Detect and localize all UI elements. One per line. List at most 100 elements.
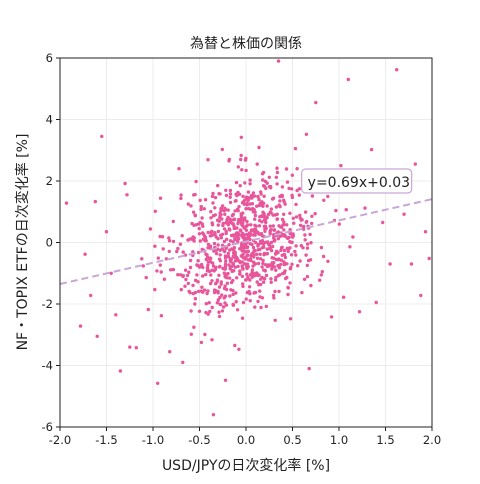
data-point (252, 255, 256, 259)
data-point (178, 242, 183, 246)
data-point (224, 229, 228, 234)
data-point (214, 251, 219, 256)
data-point (254, 241, 258, 245)
data-point (200, 216, 204, 220)
data-point (279, 258, 284, 262)
data-point (261, 261, 265, 266)
data-point (162, 277, 167, 281)
data-point (192, 325, 196, 329)
data-point (216, 298, 220, 302)
y-axis-ticks: -6 -4 -2 0 2 4 6 (42, 51, 60, 434)
data-point (201, 224, 205, 228)
data-point (294, 253, 298, 257)
data-point (196, 222, 201, 226)
data-point (278, 273, 282, 277)
data-point (271, 224, 275, 228)
data-point (220, 217, 224, 221)
data-point (231, 247, 236, 252)
data-point (346, 77, 350, 82)
data-point (223, 262, 228, 267)
data-point (226, 254, 231, 259)
data-point (294, 202, 298, 207)
data-point (228, 248, 232, 252)
data-point (242, 262, 247, 266)
data-point (128, 345, 132, 349)
data-point (273, 289, 277, 294)
data-point (199, 289, 204, 293)
data-point (248, 207, 253, 211)
data-point (285, 223, 289, 227)
data-point (427, 256, 431, 261)
data-point (202, 207, 206, 211)
data-point (276, 264, 280, 268)
data-point (222, 227, 227, 231)
data-point (177, 167, 181, 171)
data-point (240, 234, 244, 238)
data-point (244, 228, 249, 232)
data-point (278, 234, 282, 239)
data-point (281, 234, 285, 238)
data-point (196, 263, 200, 268)
data-point (292, 221, 296, 225)
data-point (282, 271, 287, 275)
data-point (171, 267, 176, 272)
data-point (290, 234, 295, 239)
data-point (193, 192, 197, 197)
data-point (257, 218, 262, 223)
data-point (304, 253, 308, 257)
data-point (271, 213, 275, 217)
data-point (228, 294, 232, 298)
data-point (290, 262, 294, 266)
data-point (248, 273, 253, 277)
data-point (257, 203, 262, 208)
data-point (241, 249, 245, 253)
data-point (219, 236, 224, 240)
data-point (253, 217, 257, 221)
data-point (93, 199, 98, 204)
data-point (217, 314, 222, 319)
data-point (303, 233, 307, 237)
data-point (153, 244, 157, 248)
data-point (275, 170, 280, 175)
data-point (156, 381, 160, 385)
x-tick-label: 2.0 (423, 433, 441, 447)
data-point (203, 332, 207, 337)
data-point (263, 220, 268, 224)
data-point (190, 237, 194, 241)
data-point (230, 221, 234, 226)
data-point (240, 316, 245, 320)
data-point (204, 302, 208, 306)
data-point (284, 276, 288, 281)
data-point (339, 163, 343, 168)
data-point (288, 211, 292, 215)
data-point (208, 309, 212, 314)
data-point (219, 207, 223, 211)
data-point (308, 232, 312, 237)
data-point (245, 203, 249, 207)
data-point (313, 212, 317, 216)
data-point (233, 254, 238, 258)
data-point (307, 366, 311, 371)
data-point (164, 257, 169, 261)
data-point (231, 303, 236, 307)
data-point (220, 309, 225, 313)
data-point (310, 194, 315, 198)
data-point (238, 271, 242, 276)
data-point (239, 216, 244, 220)
data-point (290, 195, 295, 200)
data-point (223, 378, 228, 382)
data-point (244, 278, 248, 282)
data-point (245, 262, 250, 266)
data-point (273, 239, 277, 243)
data-point (159, 270, 163, 274)
data-point (236, 264, 240, 269)
data-point (134, 346, 138, 350)
data-point (141, 264, 145, 268)
data-point (272, 296, 276, 300)
data-point (305, 263, 309, 268)
data-point (240, 274, 245, 279)
data-point (243, 181, 247, 185)
data-point (300, 290, 304, 295)
data-point (262, 268, 266, 272)
data-point (109, 271, 113, 275)
